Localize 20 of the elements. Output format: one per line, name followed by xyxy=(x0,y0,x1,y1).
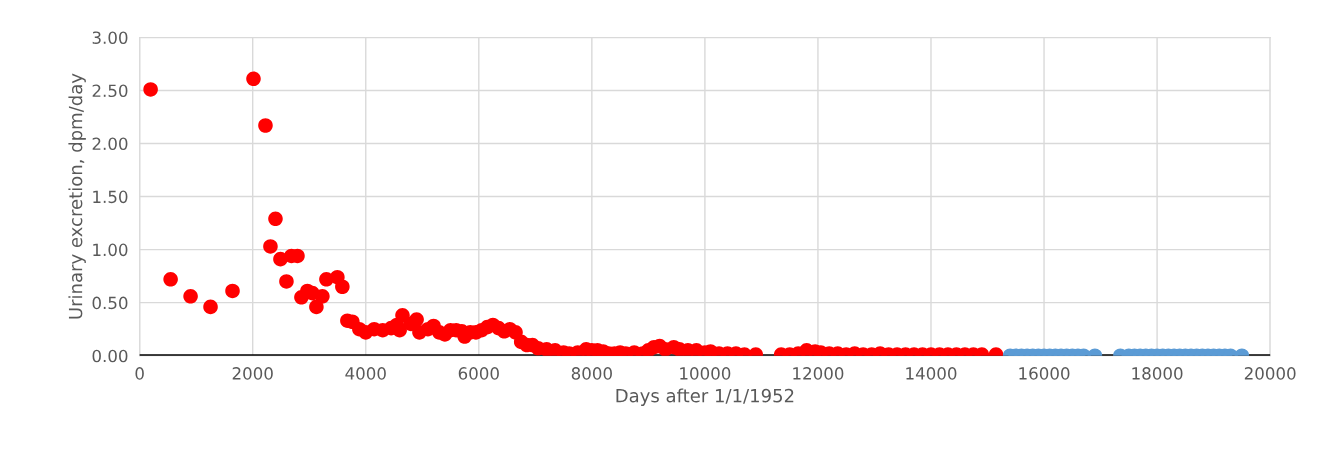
x-tick-label: 16000 xyxy=(1019,367,1070,380)
y-axis-title: Urinary excretion, dpm/day xyxy=(68,73,86,319)
y-tick-label: 2.00 xyxy=(92,137,128,151)
y-tick-label: 3.00 xyxy=(92,31,128,45)
y-tick-label: 1.50 xyxy=(93,190,128,204)
y-tick-label: 2.50 xyxy=(92,84,128,98)
x-tick-label: 2000 xyxy=(232,367,273,380)
x-tick-label: 0 xyxy=(135,367,144,380)
x-tick-label: 8000 xyxy=(571,367,612,380)
x-tick-label: 6000 xyxy=(458,367,499,380)
y-tick-label: 0.50 xyxy=(92,296,128,310)
x-tick-label: 20000 xyxy=(1244,367,1296,380)
x-axis-title: Days after 1/1/1952 xyxy=(616,388,794,406)
x-tick-label: 10000 xyxy=(680,367,731,380)
x-tick-label: 12000 xyxy=(793,367,844,380)
y-tick-label: 0.00 xyxy=(92,349,128,363)
x-tick-label: 14000 xyxy=(906,367,957,380)
x-tick-label: 4000 xyxy=(345,367,386,380)
y-tick-label: 1.00 xyxy=(93,243,128,257)
x-tick-label: 18000 xyxy=(1132,367,1183,380)
